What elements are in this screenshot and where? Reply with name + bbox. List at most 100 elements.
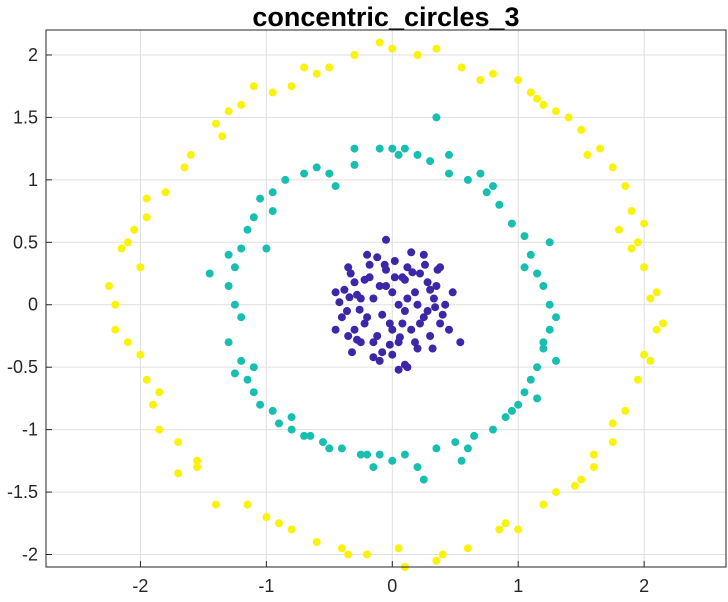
data-point	[501, 413, 510, 422]
data-point	[438, 310, 447, 319]
data-point	[375, 144, 384, 153]
data-point	[564, 113, 573, 122]
x-axis-ticks: -2 -1 0 1 2	[132, 561, 649, 596]
data-point	[142, 213, 151, 222]
data-point	[520, 232, 529, 241]
data-point	[589, 463, 598, 472]
data-point	[432, 44, 441, 53]
data-point	[423, 307, 432, 315]
data-point	[640, 263, 649, 272]
data-point	[230, 300, 239, 309]
data-point	[432, 444, 441, 453]
data-point	[526, 88, 535, 97]
data-point	[136, 263, 145, 272]
data-point	[426, 157, 435, 166]
y-tick-label: 2	[28, 45, 38, 65]
data-point	[224, 338, 233, 347]
data-point	[608, 419, 617, 428]
data-point	[287, 525, 296, 534]
data-point	[281, 175, 290, 184]
data-point	[180, 163, 189, 172]
data-point	[416, 269, 424, 278]
data-point	[394, 150, 403, 159]
data-point	[627, 244, 636, 253]
x-tick-label: 0	[387, 576, 397, 596]
data-point	[448, 288, 457, 297]
data-point	[476, 169, 485, 178]
data-point	[256, 400, 265, 409]
data-point	[369, 463, 378, 472]
series-1	[331, 235, 465, 374]
data-point	[344, 263, 353, 272]
data-point	[470, 431, 479, 440]
data-point	[346, 269, 355, 278]
data-point	[356, 450, 365, 459]
data-point	[275, 419, 283, 428]
data-point	[249, 82, 258, 91]
data-point	[382, 282, 390, 290]
data-point	[526, 250, 535, 259]
data-point	[428, 344, 437, 353]
data-point	[426, 285, 435, 294]
data-point	[382, 235, 390, 244]
data-point	[552, 488, 560, 497]
data-point	[596, 144, 605, 153]
axes-box	[45, 29, 727, 568]
data-point	[436, 319, 445, 328]
data-point	[495, 525, 504, 534]
data-point	[268, 406, 277, 415]
data-point	[400, 450, 409, 459]
data-point	[432, 556, 441, 565]
data-point	[552, 107, 560, 116]
data-point	[419, 475, 428, 484]
y-tick-label: 0.5	[13, 232, 38, 252]
data-point	[237, 100, 246, 109]
data-point	[287, 425, 296, 434]
data-point	[230, 263, 239, 272]
data-point	[421, 260, 429, 269]
data-point	[363, 250, 372, 259]
data-point	[390, 257, 399, 265]
data-point	[390, 273, 399, 282]
data-point	[331, 288, 340, 297]
data-point	[445, 169, 453, 178]
data-point	[300, 63, 309, 72]
data-point	[343, 307, 351, 315]
data-point	[539, 100, 548, 109]
y-tick-label: 1	[28, 170, 38, 190]
data-point	[237, 244, 246, 253]
data-point	[408, 268, 417, 277]
series-3	[105, 38, 667, 571]
data-point	[350, 51, 359, 59]
data-point	[369, 353, 378, 362]
data-point	[300, 431, 309, 440]
data-point	[407, 248, 416, 257]
data-point	[436, 263, 445, 272]
data-point	[350, 160, 359, 169]
data-point	[445, 325, 453, 334]
data-point	[545, 325, 554, 334]
y-tick-label: -1.5	[7, 482, 38, 502]
data-point	[463, 175, 472, 184]
data-point	[256, 194, 265, 203]
data-point	[161, 188, 170, 197]
data-point	[403, 263, 412, 272]
data-point	[432, 113, 441, 122]
data-point	[353, 335, 361, 344]
data-point	[388, 350, 397, 359]
data-point	[413, 300, 422, 309]
data-point	[275, 519, 283, 528]
data-point	[520, 263, 529, 272]
data-point	[545, 238, 554, 247]
data-point	[621, 406, 630, 415]
data-point	[533, 363, 542, 372]
data-point	[394, 365, 403, 374]
data-point	[441, 300, 450, 309]
data-point	[344, 332, 353, 340]
data-point	[400, 275, 409, 284]
data-point	[456, 338, 465, 347]
data-point	[363, 550, 372, 559]
data-point	[388, 325, 397, 334]
y-tick-label: -1	[22, 420, 38, 440]
data-point	[337, 544, 346, 553]
